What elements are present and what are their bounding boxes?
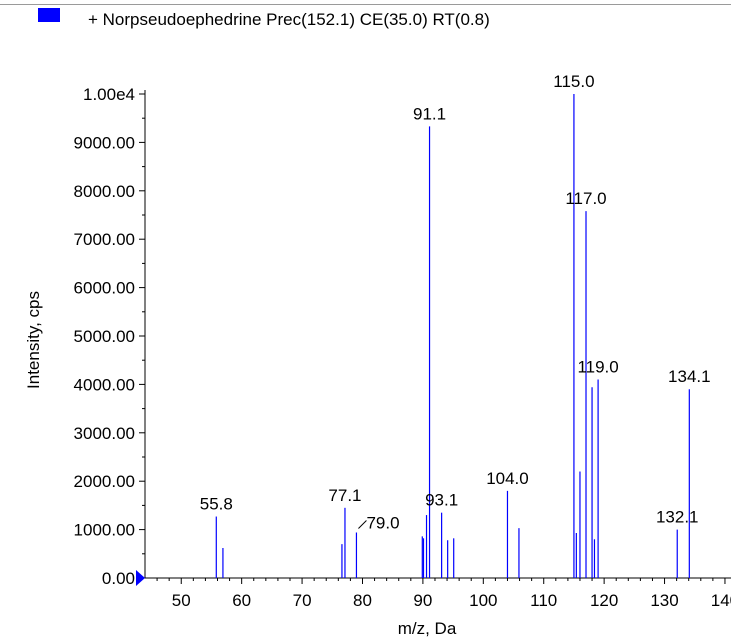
peak-label: 104.0 [486,469,529,488]
legend-swatch [38,8,60,22]
x-tick-label: 50 [172,591,191,610]
peak-label: 132.1 [656,508,699,527]
x-tick-label: 60 [232,591,251,610]
y-tick-label: 5000.00 [74,327,135,346]
y-tick-label: 1.00e4 [83,85,135,104]
peak-label: 117.0 [565,189,606,208]
y-tick-label: 2000.00 [74,472,135,491]
y-axis-ticks: 0.00 1000.00 2000.00 3000.00 4000.00 5000.00 6… [74,85,145,588]
peak-label: 134.1 [668,367,711,386]
x-tick-label: 70 [293,591,312,610]
x-tick-label: 120 [590,591,618,610]
peak-labels: 55.8 77.1 79.0 91.1 93.1 104.0 115.0 117.0 119.0… [200,72,711,533]
y-tick-label: 4000.00 [74,375,135,394]
axes [144,90,731,579]
peak-label: 115.0 [553,72,594,91]
y-tick-label: 3000.00 [74,424,135,443]
x-tick-label: 80 [353,591,372,610]
x-tick-label: 100 [469,591,497,610]
zero-marker-icon [136,570,145,586]
y-tick-label: 0.00 [102,569,135,588]
y-tick-label: 6000.00 [74,279,135,298]
peak-label: 93.1 [425,491,458,510]
peak-label: 79.0 [366,514,399,533]
y-tick-label: 1000.00 [74,521,135,540]
legend: + Norpseudoephedrine Prec(152.1) CE(35.0… [38,8,490,29]
y-tick-label: 7000.00 [74,230,135,249]
peak-label-leader [358,520,367,529]
y-tick-label: 8000.00 [74,182,135,201]
legend-label: + Norpseudoephedrine Prec(152.1) CE(35.0… [88,10,490,29]
y-axis-title: Intensity, cps [24,291,43,389]
x-axis-ticks: 50 60 70 80 90 100 110 120 130 140 [156,578,731,610]
spectrum-peaks [215,94,690,578]
peak-label: 91.1 [413,104,446,123]
peak-label: 77.1 [328,486,361,505]
x-axis-title: m/z, Da [398,619,457,638]
peak-label: 119.0 [577,358,618,377]
x-tick-label: 130 [650,591,678,610]
x-tick-label: 140 [711,591,731,610]
x-tick-label: 90 [413,591,432,610]
peak-label: 55.8 [200,495,233,514]
y-tick-label: 9000.00 [74,133,135,152]
x-tick-label: 110 [530,591,557,610]
